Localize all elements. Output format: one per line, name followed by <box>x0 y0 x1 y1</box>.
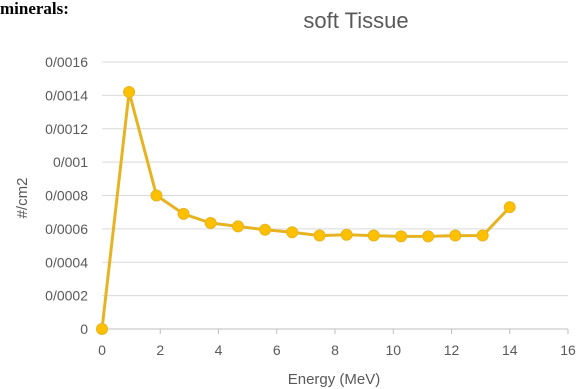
x-tick-label: 10 <box>385 342 401 358</box>
x-tick-label: 14 <box>502 342 518 358</box>
x-tick-label: 6 <box>273 342 281 358</box>
y-tick-label: 0/0012 <box>45 121 88 137</box>
data-point <box>449 229 462 242</box>
data-point <box>340 228 353 241</box>
x-tick-label: 12 <box>444 342 460 358</box>
data-point <box>422 230 435 243</box>
data-point <box>232 220 245 233</box>
data-point <box>503 201 516 214</box>
y-tick-label: 0/001 <box>53 154 88 170</box>
series-group <box>96 86 516 335</box>
x-tick-labels: 0 2 4 6 8 10 12 14 16 <box>98 342 576 358</box>
x-tick-label: 8 <box>331 342 339 358</box>
data-point <box>123 86 136 99</box>
data-point <box>177 207 190 220</box>
y-tick-label: 0/0006 <box>45 221 88 237</box>
x-tick-label: 0 <box>98 342 106 358</box>
data-point <box>150 189 163 202</box>
chart-title: soft Tissue <box>303 8 408 33</box>
data-point <box>259 223 272 236</box>
y-tick-labels: 0 0/0002 0/0004 0/0006 0/0008 0/001 0/0012 0/00… <box>45 54 88 337</box>
y-tick-label: 0/0002 <box>45 288 88 304</box>
data-point <box>395 230 408 243</box>
series-line <box>100 90 511 330</box>
data-point <box>286 226 299 239</box>
y-tick-label: 0 <box>80 321 88 337</box>
y-tick-label: 0/0014 <box>45 87 88 103</box>
x-tick-label: 16 <box>560 342 576 358</box>
x-axis-title: Energy (MeV) <box>288 371 381 388</box>
axes <box>101 328 569 334</box>
data-point <box>96 323 108 335</box>
gridlines <box>102 61 568 297</box>
y-tick-label: 0/0016 <box>45 54 88 70</box>
top-text-fragment: minerals: <box>0 0 69 18</box>
x-tick-label: 4 <box>215 342 223 358</box>
y-axis-title: #/cm2 <box>14 178 31 219</box>
data-point <box>313 229 326 242</box>
data-point <box>476 229 489 242</box>
x-tick-label: 2 <box>156 342 164 358</box>
data-point <box>204 217 217 230</box>
y-tick-label: 0/0004 <box>45 254 88 270</box>
y-tick-label: 0/0008 <box>45 188 88 204</box>
data-point <box>367 229 380 242</box>
